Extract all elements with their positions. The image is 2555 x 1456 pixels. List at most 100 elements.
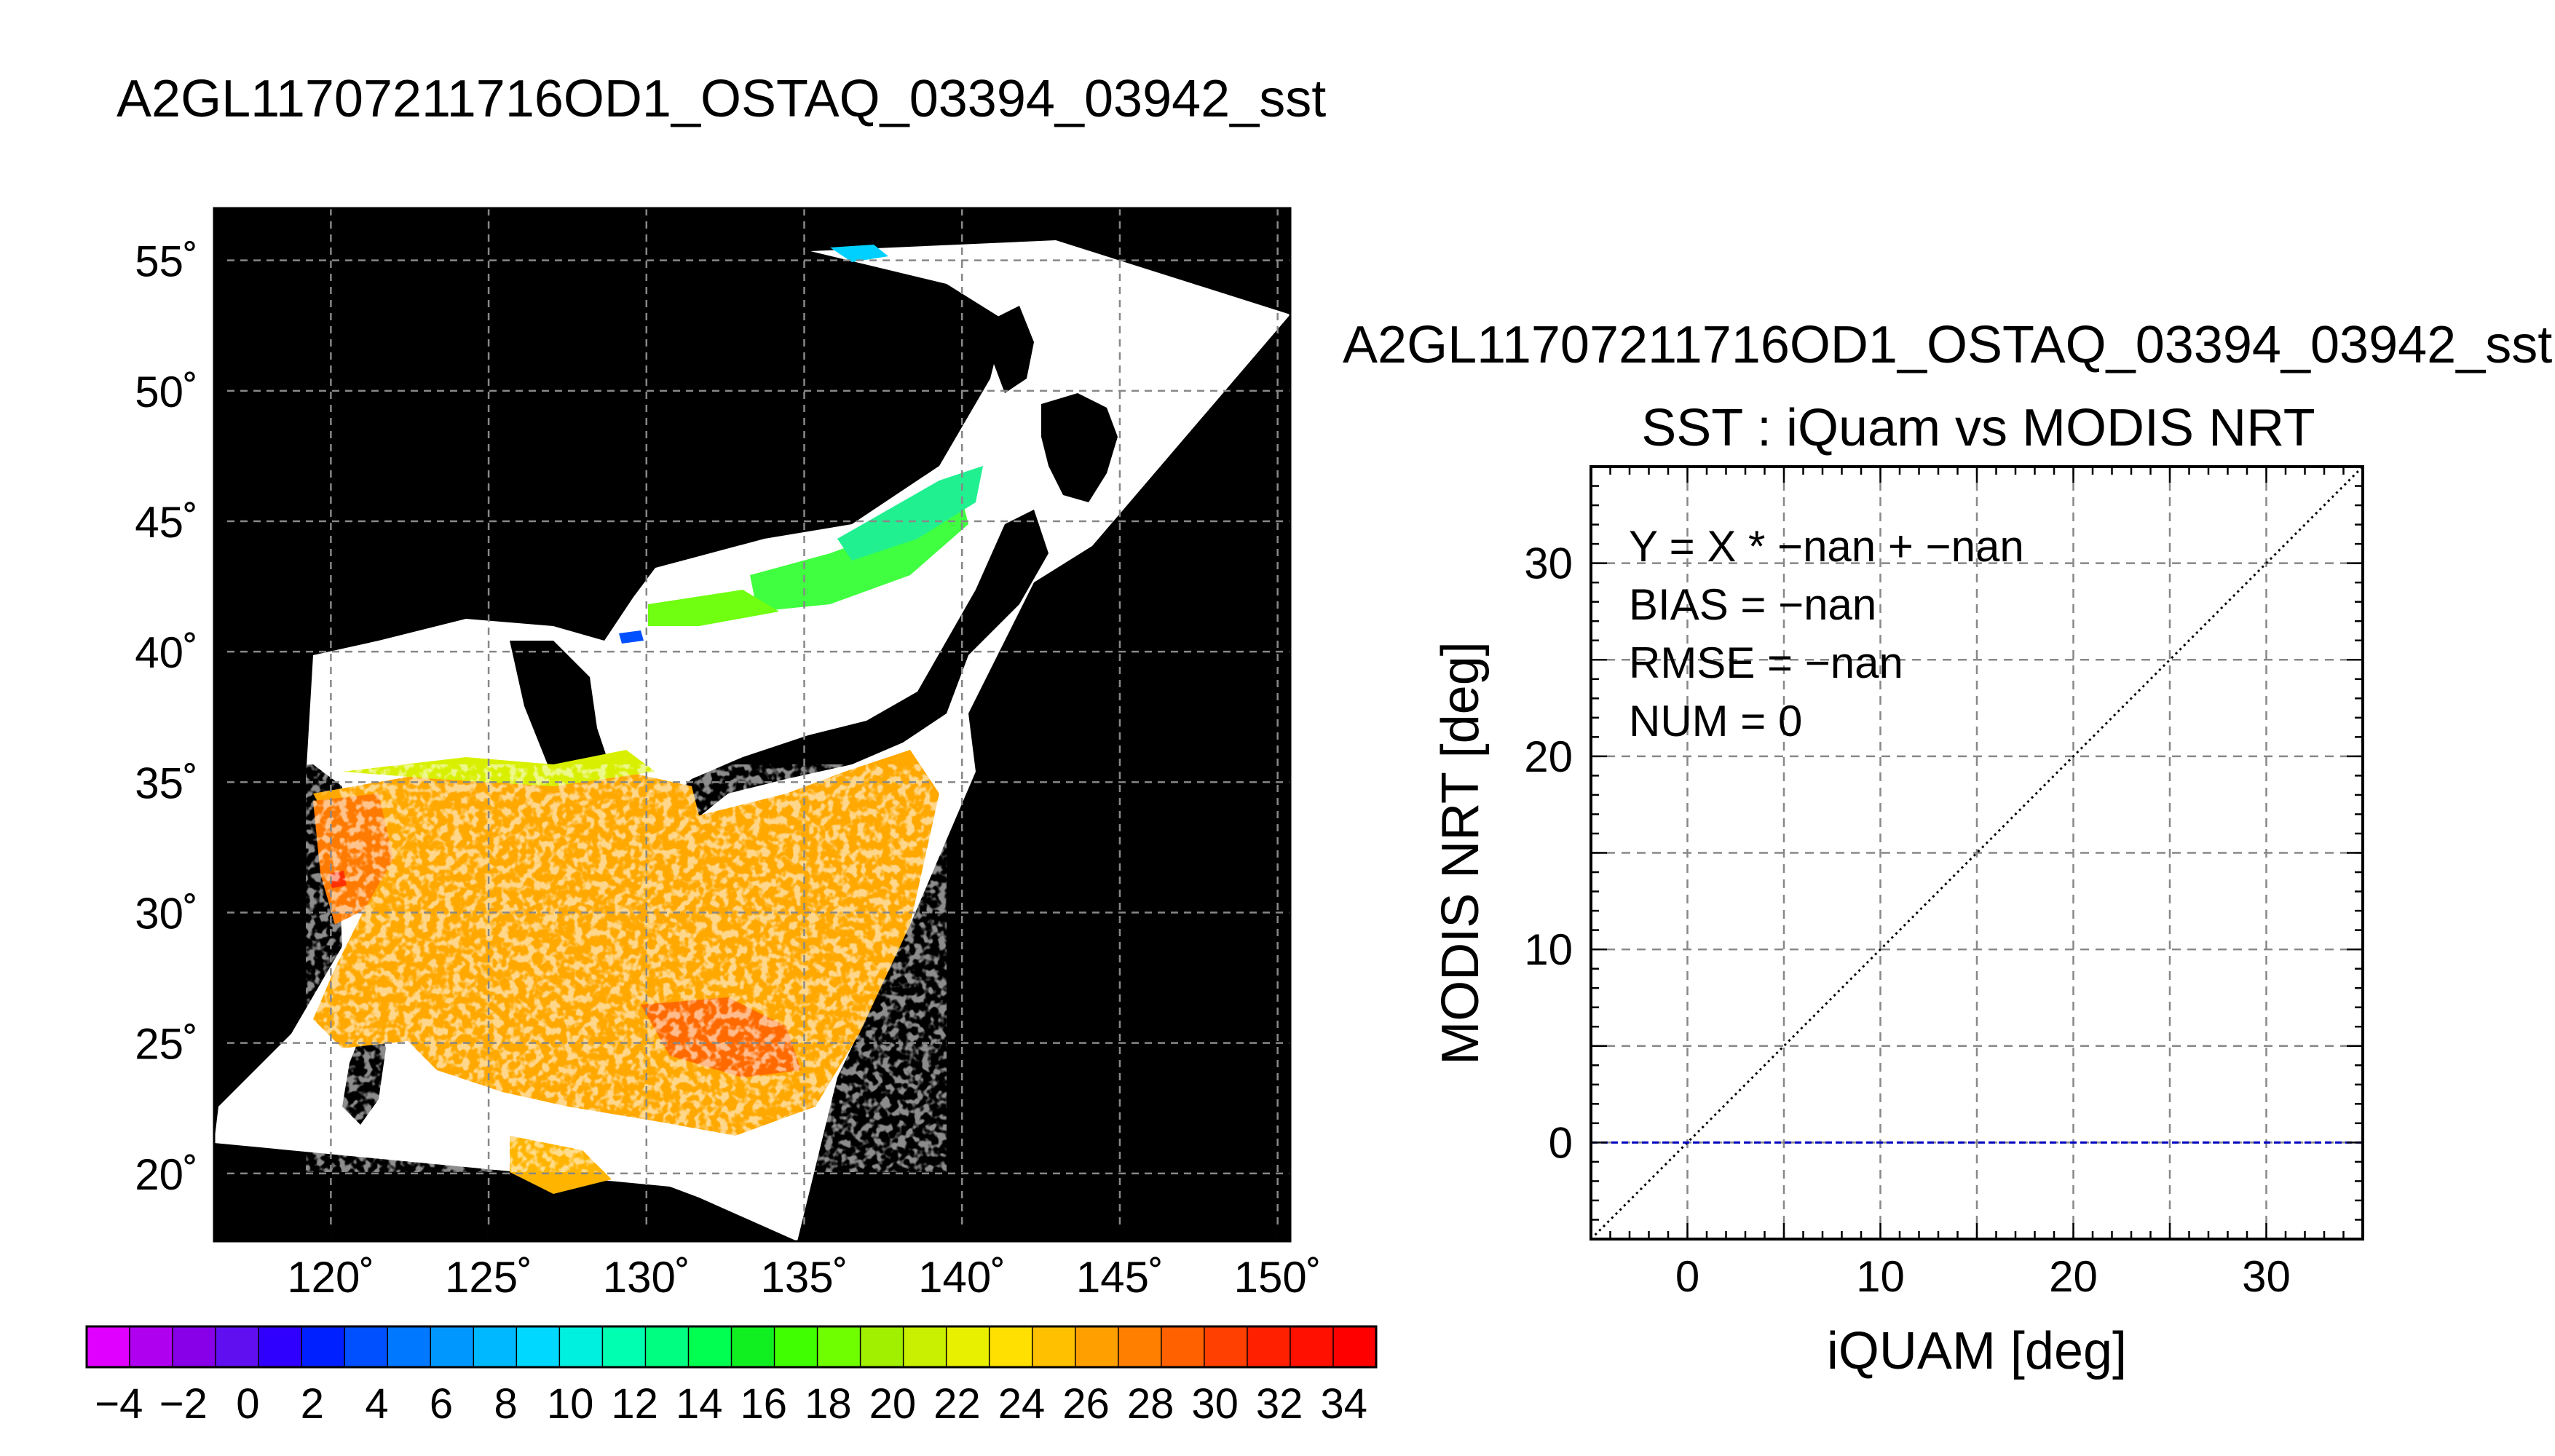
colorbar-labels: −4 −2 0 2 4 6 8 10 12 14 16 18 20 22 24 26 28 30 32 34 [95, 1380, 1367, 1428]
scatter-x-tick-labels: 0 10 20 30 [1675, 1252, 2291, 1301]
map-lon-label: 120˚ [287, 1253, 374, 1302]
colorbar-cell [602, 1326, 647, 1367]
colorbar-label: 28 [1127, 1380, 1174, 1428]
colorbar-label: 24 [998, 1380, 1046, 1428]
colorbar-cell [1075, 1326, 1119, 1367]
colorbar-label: 32 [1256, 1380, 1303, 1428]
map-lat-label: 55˚ [135, 237, 198, 286]
land-japan [659, 510, 1049, 837]
map-latitude-labels: 55˚ 50˚ 45˚ 40˚ 35˚ 30˚ 25˚ 20˚ [135, 237, 198, 1199]
colorbar-label: 18 [805, 1380, 852, 1428]
colorbar-cell [516, 1326, 560, 1367]
colorbar-cell [989, 1326, 1033, 1367]
colorbar-label: 6 [430, 1380, 453, 1428]
colorbar-cell [1118, 1326, 1162, 1367]
colorbar-cell [173, 1326, 216, 1367]
scatter-y-tick-label: 30 [1524, 539, 1573, 588]
colorbar: −4 −2 0 2 4 6 8 10 12 14 16 18 20 22 24 26 28 30 32 34 [85, 1325, 1378, 1428]
scatter-annotations: Y = X * −nan + −nan BIAS = −nan RMSE = −na… [1629, 522, 2024, 745]
scatter-title: SST : iQuam vs MODIS NRT [1641, 399, 2315, 457]
sst-map: 55˚ 50˚ 45˚ 40˚ 35˚ 30˚ 25˚ 20˚ 120˚ 125˚ 130˚ 135… [135, 207, 1322, 1302]
colorbar-cell [1247, 1326, 1291, 1367]
map-lon-label: 140˚ [918, 1253, 1006, 1302]
map-lat-label: 50˚ [135, 368, 198, 416]
colorbar-label: 16 [741, 1380, 788, 1428]
colorbar-cell [860, 1326, 904, 1367]
colorbar-cell [87, 1326, 130, 1367]
colorbar-label: 20 [869, 1380, 917, 1428]
right-figure-title: A2GL11707211716OD1_OSTAQ_03394_03942_sst [1343, 316, 2552, 374]
sst-region-cold [830, 245, 888, 262]
map-lat-label: 20˚ [135, 1150, 198, 1199]
colorbar-label: 14 [676, 1380, 723, 1428]
colorbar-label: −2 [159, 1380, 208, 1428]
colorbar-cell [216, 1326, 259, 1367]
left-figure-title: A2GL11707211716OD1_OSTAQ_03394_03942_sst [117, 70, 1326, 128]
colorbar-cell [301, 1326, 345, 1367]
scatter-annotation: NUM = 0 [1629, 697, 1802, 745]
scatter-x-tick-label: 10 [1856, 1252, 1905, 1301]
colorbar-label: 2 [301, 1380, 324, 1428]
scatter-x-tick-label: 0 [1675, 1252, 1699, 1301]
colorbar-label: 4 [365, 1380, 388, 1428]
colorbar-cell [774, 1326, 818, 1367]
scatter-x-tick-label: 20 [2049, 1252, 2098, 1301]
colorbar-label: 10 [547, 1380, 594, 1428]
colorbar-label: 8 [494, 1380, 517, 1428]
colorbar-cell [731, 1326, 775, 1367]
colorbar-label: 12 [611, 1380, 658, 1428]
scatter-x-axis-label: iQUAM [deg] [1827, 1322, 2127, 1380]
colorbar-label: 30 [1191, 1380, 1239, 1428]
map-lon-label: 130˚ [603, 1253, 690, 1302]
map-longitude-labels: 120˚ 125˚ 130˚ 135˚ 140˚ 145˚ 150˚ [287, 1253, 1321, 1302]
map-lon-label: 135˚ [760, 1253, 848, 1302]
scatter-ticks [1590, 465, 2364, 1241]
map-lat-label: 30˚ [135, 890, 198, 938]
map-lat-label: 40˚ [135, 628, 198, 677]
land-hokkaido [1041, 393, 1118, 502]
scatter-reference-line [1590, 465, 2364, 1241]
scatter-y-tick-label: 20 [1524, 732, 1573, 781]
colorbar-cell [1290, 1326, 1334, 1367]
colorbar-cell [387, 1326, 431, 1367]
colorbar-label: 26 [1062, 1380, 1110, 1428]
scatter-annotation: RMSE = −nan [1629, 638, 1903, 687]
colorbar-cells [87, 1326, 1377, 1367]
colorbar-cell [473, 1326, 517, 1367]
colorbar-cell [903, 1326, 947, 1367]
land-korea [510, 641, 612, 786]
map-lat-label: 25˚ [135, 1020, 198, 1069]
colorbar-cell [645, 1326, 690, 1367]
scatter-gridlines [1591, 465, 2364, 1239]
scatter-y-tick-labels: 0 10 20 30 [1524, 539, 1573, 1168]
colorbar-cell [130, 1326, 173, 1367]
colorbar-label: 34 [1320, 1380, 1367, 1428]
colorbar-label: −4 [95, 1380, 143, 1428]
colorbar-cell [688, 1326, 732, 1367]
map-gridlines [214, 208, 1290, 1241]
land-sakhalin [990, 306, 1034, 393]
colorbar-cell [344, 1326, 388, 1367]
colorbar-cell [1032, 1326, 1076, 1367]
scatter-x-tick-label: 30 [2242, 1252, 2291, 1301]
cloud-speckle [306, 764, 947, 1172]
colorbar-cell [1161, 1326, 1205, 1367]
colorbar-cell [817, 1326, 861, 1367]
colorbar-cell [946, 1326, 990, 1367]
colorbar-cell [258, 1326, 302, 1367]
scatter-y-axis-label: MODIS NRT [deg] [1431, 641, 1490, 1065]
sst-region-cold-2 [619, 630, 644, 644]
colorbar-cell [1332, 1326, 1377, 1367]
map-lat-label: 35˚ [135, 759, 198, 807]
colorbar-frame [85, 1325, 1378, 1369]
scatter-annotation: BIAS = −nan [1629, 580, 1876, 629]
sst-region-green [648, 590, 779, 626]
colorbar-cell [1204, 1326, 1248, 1367]
colorbar-cell [430, 1326, 474, 1367]
scatter-plot: 0 10 20 30 0 10 20 30 Y = X * −nan + −nan BIAS … [1431, 465, 2364, 1380]
scatter-y-tick-label: 10 [1524, 925, 1573, 974]
map-lon-label: 125˚ [445, 1253, 532, 1302]
colorbar-label: 0 [236, 1380, 259, 1428]
map-lat-label: 45˚ [135, 498, 198, 547]
